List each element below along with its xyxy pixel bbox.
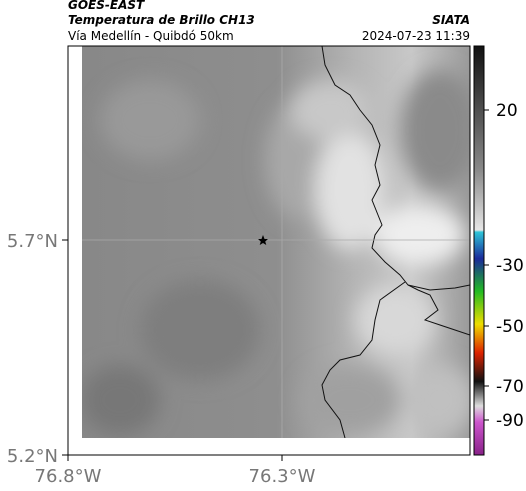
- map-frame: [67, 45, 471, 456]
- colorbar-tick-label: -90: [496, 411, 524, 431]
- satellite-image: [82, 46, 470, 438]
- colorbar-tick-label: -70: [496, 377, 524, 397]
- lat-tick-label: 5.7°N: [7, 231, 58, 252]
- lon-tick-label: 76.8°W: [35, 466, 102, 487]
- satellite: GOES-EAST: [68, 0, 145, 12]
- lat-tick-label: 5.2°N: [7, 446, 58, 467]
- station-marker: [258, 235, 268, 245]
- lon-tick-label: 76.3°W: [249, 466, 316, 487]
- agency: SIATA: [432, 13, 470, 27]
- product: Temperatura de Brillo CH13: [68, 13, 255, 27]
- timestamp: 2024-07-23 11:39: [362, 29, 470, 43]
- region: Vía Medellín - Quibdó 50km: [68, 29, 234, 43]
- colorbar-tick-label: -30: [496, 256, 524, 276]
- colorbar: [473, 45, 485, 456]
- colorbar-tick-label: -50: [496, 317, 524, 337]
- colorbar-tick-label: 20: [496, 101, 518, 121]
